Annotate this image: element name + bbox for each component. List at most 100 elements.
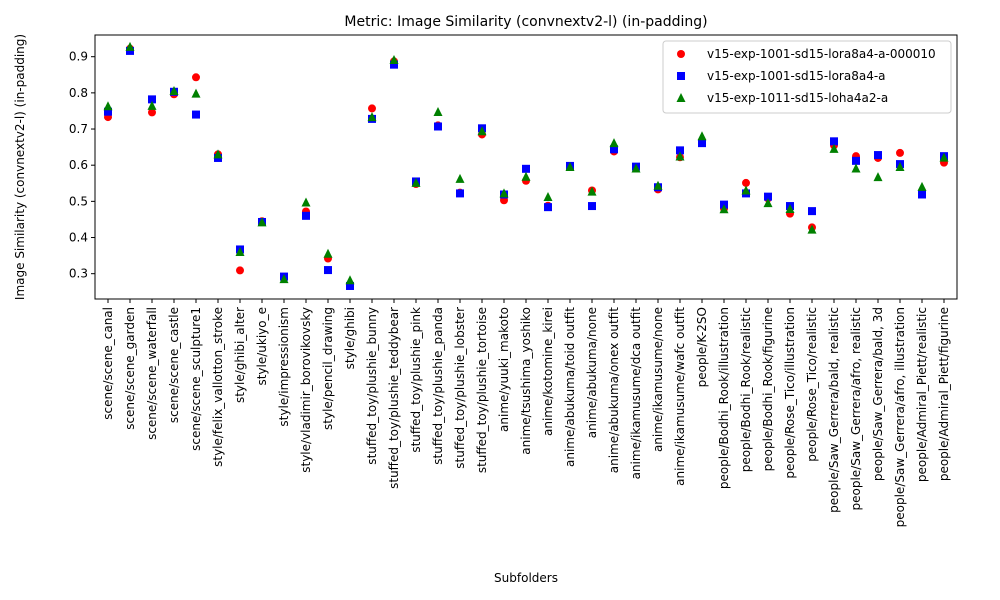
x-tick-label: style/vladimir_borovikovsky xyxy=(299,307,313,473)
data-point xyxy=(830,137,838,146)
data-point xyxy=(521,171,531,181)
legend-label: v15-exp-1001-sd15-lora8a4-a xyxy=(707,69,886,83)
x-tick-label: anime/tsushima_yoshiko xyxy=(519,307,533,455)
data-point xyxy=(148,108,156,117)
data-point xyxy=(610,145,618,154)
data-point xyxy=(544,203,552,212)
data-point xyxy=(808,207,816,216)
data-points xyxy=(103,41,949,290)
data-point xyxy=(895,162,905,171)
data-point xyxy=(213,149,223,159)
data-point xyxy=(939,152,949,162)
chart-title: Metric: Image Similarity (convnextv2-l) … xyxy=(344,14,707,30)
y-tick-label: 0.5 xyxy=(69,194,88,208)
data-point xyxy=(785,203,795,213)
x-tick-label: anime/abukuma/none xyxy=(585,307,599,438)
data-point xyxy=(764,192,772,201)
data-point xyxy=(236,266,244,275)
y-axis: 0.3 0.4 0.5 0.6 0.7 0.8 0.9 xyxy=(69,50,95,281)
data-point xyxy=(742,178,750,187)
x-tick-label: anime/ikamusume/dca outfit xyxy=(629,307,643,480)
y-tick-label: 0.3 xyxy=(69,267,88,281)
x-tick-label: people/Admiral_Piett/figurine xyxy=(937,307,951,481)
data-point xyxy=(257,217,267,227)
y-axis-title: Image Similarity (convnextv2-l) (in-padd… xyxy=(13,34,27,300)
data-point xyxy=(873,172,883,182)
x-tick-label: style/ghibi_alter xyxy=(233,307,247,403)
x-tick-label: scene/scene_castle xyxy=(167,307,181,423)
data-point xyxy=(698,139,706,148)
x-tick-label: people/Bodhi_Rook/figurine xyxy=(761,307,775,471)
data-point xyxy=(609,138,619,148)
legend-label: v15-exp-1011-sd15-loha4a2-a xyxy=(707,91,888,105)
data-point xyxy=(697,131,707,141)
y-tick-label: 0.7 xyxy=(69,122,88,136)
x-tick-label: people/Saw_Gerrera/afro, realistic xyxy=(849,307,863,510)
x-tick-label: stuffed_toy/plushie_bunny xyxy=(365,307,379,465)
x-tick-label: people/Bodhi_Rook/realistic xyxy=(739,307,753,472)
data-point xyxy=(103,101,113,111)
data-point xyxy=(433,107,443,117)
x-tick-label: scene/scene_waterfall xyxy=(145,307,159,440)
data-point xyxy=(389,54,399,64)
legend-label: v15-exp-1001-sd15-lora8a4-a-000010 xyxy=(707,47,936,61)
x-tick-label: scene/scene_canal xyxy=(101,307,115,420)
data-point xyxy=(918,190,926,199)
series-3 xyxy=(103,41,949,285)
data-point xyxy=(368,104,376,113)
legend-box xyxy=(662,40,952,114)
legend-marker xyxy=(677,72,685,80)
data-point xyxy=(346,281,354,290)
legend-marker xyxy=(677,50,685,58)
x-tick-label: people/Saw_Gerrera/bald, realistic xyxy=(827,307,841,513)
x-tick-label: anime/yuuki_makoto xyxy=(497,307,511,432)
y-tick-label: 0.8 xyxy=(69,86,88,100)
x-tick-label: style/pencil_drawing xyxy=(321,307,335,430)
data-point xyxy=(565,162,575,171)
data-point xyxy=(345,275,355,285)
x-tick-label: people/K-2SO xyxy=(695,307,709,387)
y-tick-label: 0.4 xyxy=(69,231,88,245)
data-point xyxy=(169,86,179,96)
data-point xyxy=(323,248,333,258)
data-point xyxy=(279,274,289,284)
data-point xyxy=(631,163,641,173)
data-point xyxy=(829,143,839,153)
x-tick-label: people/Admiral_Piett/realistic xyxy=(915,307,929,482)
data-point xyxy=(367,112,377,122)
x-tick-label: stuffed_toy/plushie_lobster xyxy=(453,307,467,469)
data-point xyxy=(543,192,553,202)
data-point xyxy=(852,156,860,165)
data-point xyxy=(455,173,465,183)
data-point xyxy=(191,88,201,98)
data-point xyxy=(324,266,332,275)
data-point xyxy=(104,107,112,116)
data-point xyxy=(192,73,200,82)
x-tick-label: stuffed_toy/plushie_tortoise xyxy=(475,307,489,473)
data-point xyxy=(302,211,310,220)
x-tick-label: style/ghibi xyxy=(343,307,357,369)
data-point xyxy=(147,100,157,110)
data-point xyxy=(851,163,861,173)
data-point xyxy=(522,164,530,173)
data-point xyxy=(192,110,200,119)
data-point xyxy=(741,185,751,195)
data-point xyxy=(807,224,817,234)
x-tick-label: people/Rose_Tico/realistic xyxy=(805,307,819,462)
legend: v15-exp-1001-sd15-lora8a4-a-000010 v15-ex… xyxy=(662,40,952,114)
x-tick-label: anime/ikamusume/wafc outfit xyxy=(673,307,687,486)
x-tick-label: stuffed_toy/plushie_teddybear xyxy=(387,307,401,489)
data-point xyxy=(896,148,904,157)
x-tick-label: style/ukiyo_e xyxy=(255,307,269,386)
data-point xyxy=(235,246,245,256)
data-point xyxy=(874,151,882,160)
data-point xyxy=(917,181,927,191)
data-point xyxy=(390,60,398,69)
x-axis-title: Subfolders xyxy=(494,571,558,585)
data-point xyxy=(301,197,311,207)
x-axis: scene/scene_canal scene/scene_garden scene… xyxy=(101,299,951,527)
y-tick-label: 0.6 xyxy=(69,158,88,172)
data-point xyxy=(587,186,597,196)
data-point xyxy=(653,180,663,190)
